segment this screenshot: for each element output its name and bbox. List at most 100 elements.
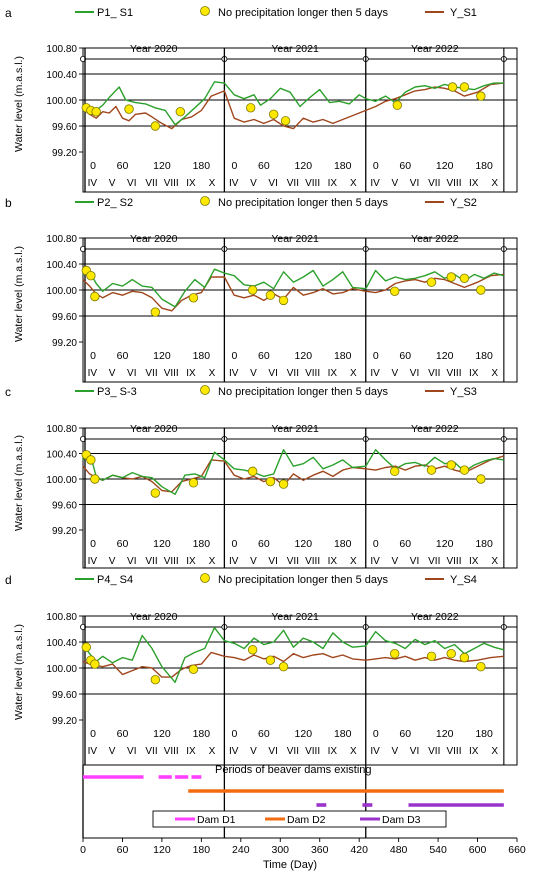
series-line-p [82,268,504,308]
legend-label-dots: No precipitation longer then 5 days [218,574,388,586]
month-label: VI [410,746,419,757]
month-label: VII [145,368,157,379]
month-label: VIII [164,556,179,567]
panel-a: a P1_ S1 No precipitation longer then 5 da… [5,6,518,193]
month-label: X [491,556,498,567]
month-label: VI [268,368,277,379]
dry-period-dot [245,103,256,113]
month-label: IX [328,178,338,189]
day-tick-label: 120 [436,350,454,362]
legend-label-p: P4_ S4 [97,574,133,586]
legend-label-dots: No precipitation longer then 5 days [218,7,388,19]
month-label: IX [186,368,196,379]
month-label: IV [229,746,239,757]
legend-label-p: P3_ S-3 [97,386,137,398]
month-label: VI [127,556,136,567]
dry-period-dot [150,121,161,131]
month-label: VII [287,368,299,379]
y-tick-label: 100.80 [46,44,77,55]
legend-dot-marker [200,6,210,16]
day-tick-label: 60 [399,538,411,550]
series-line-y [82,82,504,130]
month-label: VIII [305,368,320,379]
y-tick-label: 100.40 [46,450,77,461]
month-label: VIII [164,368,179,379]
dry-period-dot [446,460,456,470]
dry-period-dot [392,100,403,110]
month-label: VII [145,178,157,189]
dry-period-dot [446,649,456,659]
panel-letter: a [5,6,12,20]
month-label: IV [370,178,380,189]
dry-period-dot [476,91,486,101]
month-label: VI [127,746,136,757]
legend-label-dots: No precipitation longer then 5 days [218,386,388,398]
day-tick-label: 60 [258,728,270,740]
year-label: Year 2022 [411,43,459,55]
day-tick-label: 0 [231,350,237,362]
dam-legend-label: Dam D2 [287,814,326,826]
time-tick-label: 600 [469,844,487,856]
y-tick-label: 99.60 [52,122,77,133]
month-label: IV [370,746,380,757]
panel-c: c P3_ S-3 No precipitation longer then 5 d… [5,385,518,569]
year-label: Year 2021 [271,423,319,435]
dry-period-dot [459,82,470,92]
y-tick-label: 100.80 [46,612,77,623]
legend-label-p: P2_ S2 [97,197,133,209]
dry-period-dot [247,466,258,477]
day-tick-label: 120 [436,160,454,172]
month-label: V [391,368,398,379]
day-tick-label: 180 [334,728,352,740]
month-label: X [350,556,357,567]
dry-period-dot [188,664,199,675]
month-label: X [350,368,357,379]
month-label: X [491,746,498,757]
y-axis-label: Water level (m.a.s.l.) [13,435,25,531]
day-tick-label: 0 [373,728,379,740]
month-label: VII [287,556,299,567]
dry-period-dot [90,291,100,302]
month-label: VI [410,556,419,567]
legend-label-p: P1_ S1 [97,7,133,19]
year-label: Year 2022 [411,611,459,623]
dry-period-dot [389,466,400,477]
day-tick-label: 120 [436,538,454,550]
day-tick-label: 60 [258,160,270,172]
legend-label-y: Y_S4 [450,574,477,586]
dry-period-dot [278,479,289,489]
panel-letter: d [5,573,12,587]
time-tick-label: 60 [117,844,129,856]
month-label: VI [410,178,419,189]
series-line-y [82,273,504,312]
month-label: IX [328,368,338,379]
dry-period-dot [447,82,458,92]
y-axis-label: Water level (m.a.s.l.) [13,246,25,342]
month-label: IV [229,178,239,189]
month-label: IX [186,556,196,567]
month-label: X [350,746,357,757]
month-label: VIII [164,746,179,757]
month-label: IV [370,368,380,379]
y-tick-label: 100.00 [46,96,77,107]
month-label: X [209,368,216,379]
day-tick-label: 180 [193,350,211,362]
month-label: IV [229,368,239,379]
month-label: VIII [305,556,320,567]
day-tick-label: 60 [117,350,129,362]
dry-period-dot [81,642,91,652]
day-tick-label: 60 [117,728,129,740]
month-label: IV [88,178,98,189]
month-label: IX [469,368,479,379]
day-tick-label: 0 [231,160,237,172]
month-label: VII [428,746,440,757]
month-label: VII [145,746,157,757]
dam-legend-label: Dam D3 [382,814,421,826]
day-tick-label: 0 [373,538,379,550]
panel-letter: c [5,385,11,399]
dry-period-dot [188,478,199,488]
year-label: Year 2021 [271,611,319,623]
day-tick-label: 120 [153,728,171,740]
day-tick-label: 180 [193,160,211,172]
time-tick-label: 360 [311,844,329,856]
